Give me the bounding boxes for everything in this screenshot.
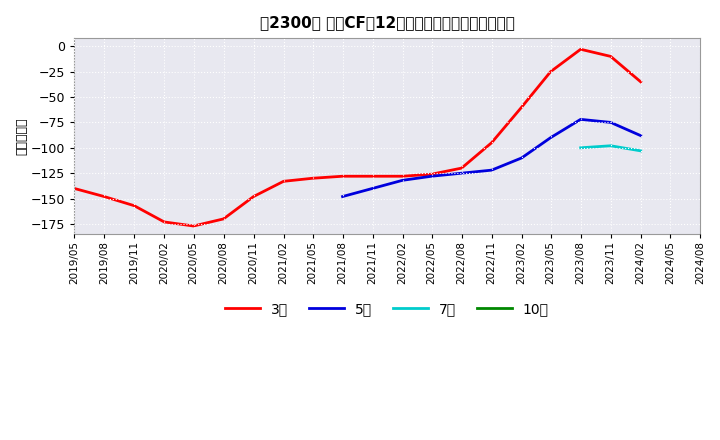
Legend: 3年, 5年, 7年, 10年: 3年, 5年, 7年, 10年	[220, 296, 554, 321]
Y-axis label: （百万円）: （百万円）	[15, 117, 28, 155]
Title: 【2300】 投資CFの12か月移動合計の平均値の推移: 【2300】 投資CFの12か月移動合計の平均値の推移	[260, 15, 515, 30]
